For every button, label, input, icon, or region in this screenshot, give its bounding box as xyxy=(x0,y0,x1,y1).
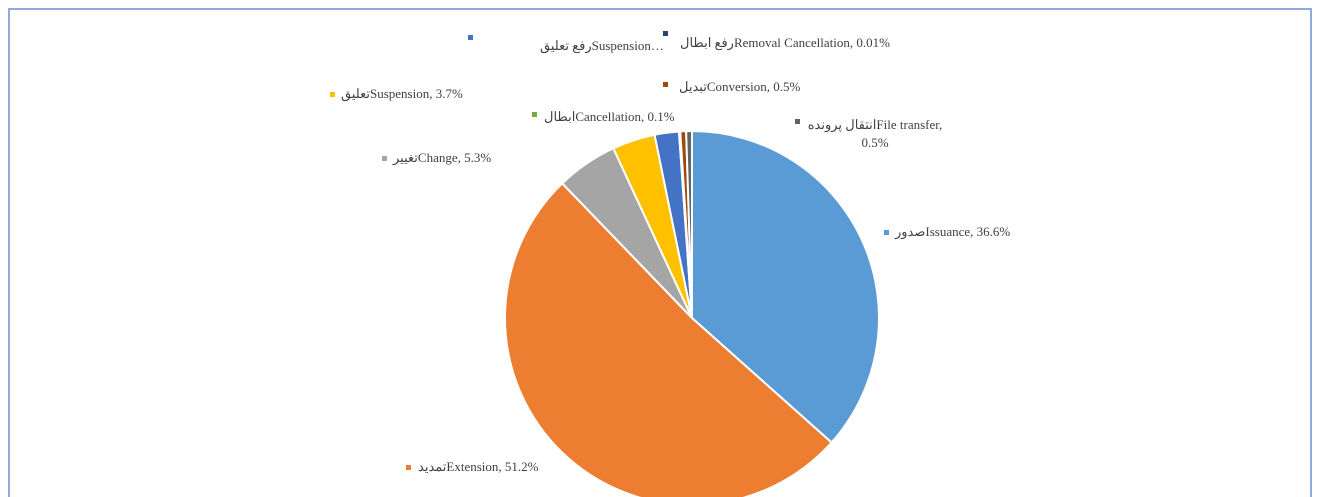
data-label: تبدیلConversion, 0.5% xyxy=(679,79,801,94)
data-label: رفع ابطالRemoval Cancellation, 0.01% xyxy=(680,35,890,50)
pie-slice xyxy=(691,129,880,444)
data-label: انتقال پروندهFile transfer, 0.5% xyxy=(807,117,943,150)
label-marker xyxy=(406,465,411,470)
label-marker xyxy=(663,82,668,87)
data-label: تمدیدExtension, 51.2% xyxy=(418,459,539,474)
label-marker xyxy=(468,35,473,40)
chart-frame xyxy=(8,8,1312,497)
label-marker xyxy=(532,112,537,117)
pie-slice xyxy=(504,181,833,497)
pie-slice xyxy=(685,129,693,319)
data-label: رفع تعلیقSuspension… xyxy=(540,38,664,53)
label-marker xyxy=(884,230,889,235)
label-marker xyxy=(330,92,335,97)
data-label: صدورIssuance, 36.6% xyxy=(895,224,1011,239)
data-label: تعلیقSuspension, 3.7% xyxy=(341,86,463,101)
label-marker xyxy=(663,31,668,36)
data-label: ابطالCancellation, 0.1% xyxy=(544,109,675,124)
label-marker xyxy=(382,156,387,161)
label-marker xyxy=(795,119,800,124)
data-label: تغییرChange, 5.3% xyxy=(393,150,492,165)
